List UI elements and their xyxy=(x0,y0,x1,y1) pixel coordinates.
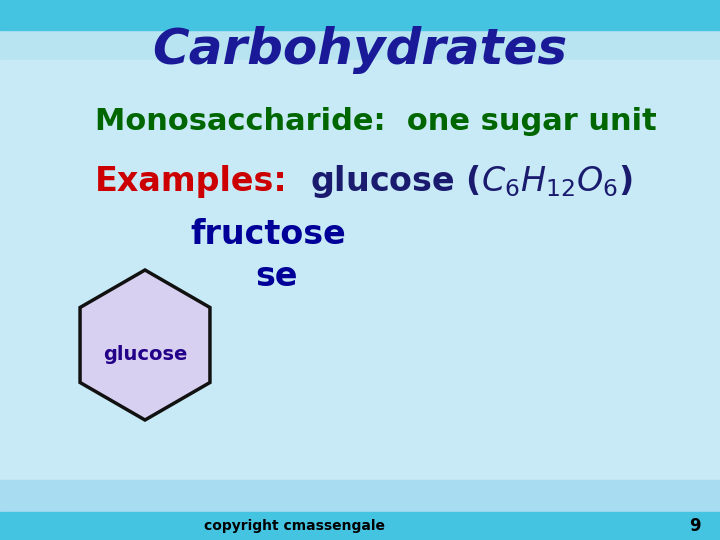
Polygon shape xyxy=(80,270,210,420)
Text: glucose ($C_6H_{12}O_6$): glucose ($C_6H_{12}O_6$) xyxy=(310,164,633,200)
Text: fructose: fructose xyxy=(190,218,346,251)
Text: Examples:: Examples: xyxy=(95,165,288,199)
Text: 9: 9 xyxy=(689,517,701,535)
Bar xyxy=(0,512,720,540)
Text: copyright cmassengale: copyright cmassengale xyxy=(204,519,385,533)
Bar xyxy=(0,60,720,480)
Bar xyxy=(0,30,720,512)
Bar xyxy=(0,0,720,30)
Text: Carbohydrates: Carbohydrates xyxy=(153,26,567,74)
Text: Monosaccharide:  one sugar unit: Monosaccharide: one sugar unit xyxy=(95,107,657,137)
Bar xyxy=(0,480,720,512)
Text: glucose: glucose xyxy=(103,346,187,365)
Text: se: se xyxy=(255,260,297,293)
